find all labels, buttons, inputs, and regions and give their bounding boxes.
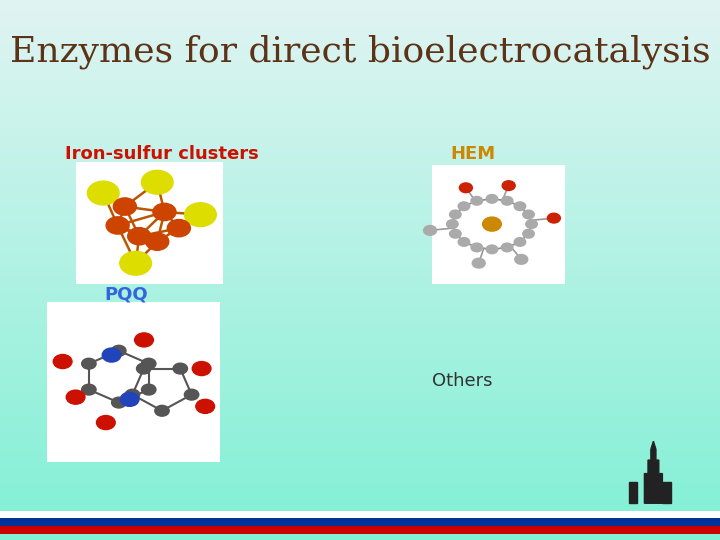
Circle shape xyxy=(449,210,461,219)
Circle shape xyxy=(102,348,121,362)
Text: HEM: HEM xyxy=(450,145,495,163)
Polygon shape xyxy=(629,482,637,503)
Circle shape xyxy=(145,233,168,250)
Circle shape xyxy=(173,363,187,374)
Circle shape xyxy=(486,245,498,254)
Polygon shape xyxy=(644,441,662,503)
Circle shape xyxy=(526,220,537,228)
Circle shape xyxy=(196,400,215,414)
Circle shape xyxy=(547,213,560,223)
Bar xyxy=(0,518,720,526)
Circle shape xyxy=(449,230,461,238)
Circle shape xyxy=(142,384,156,395)
Circle shape xyxy=(472,258,485,268)
Circle shape xyxy=(458,238,469,246)
Circle shape xyxy=(120,392,139,407)
Circle shape xyxy=(127,228,150,245)
Circle shape xyxy=(125,389,140,400)
Circle shape xyxy=(446,220,458,228)
Bar xyxy=(76,162,223,284)
Circle shape xyxy=(66,390,85,404)
Circle shape xyxy=(501,197,513,205)
Circle shape xyxy=(120,251,151,275)
Circle shape xyxy=(106,217,129,234)
Circle shape xyxy=(153,203,176,220)
Text: Others: Others xyxy=(432,372,492,390)
Circle shape xyxy=(514,202,526,211)
Circle shape xyxy=(184,389,199,400)
Circle shape xyxy=(523,210,534,219)
Polygon shape xyxy=(662,482,671,503)
Bar xyxy=(432,165,565,284)
Circle shape xyxy=(471,243,482,252)
Circle shape xyxy=(192,362,211,376)
Circle shape xyxy=(486,194,498,203)
Circle shape xyxy=(184,202,216,226)
Bar xyxy=(0,511,720,518)
Circle shape xyxy=(81,359,96,369)
Circle shape xyxy=(141,171,173,194)
Circle shape xyxy=(459,183,472,193)
Circle shape xyxy=(87,181,119,205)
Circle shape xyxy=(112,346,126,356)
Circle shape xyxy=(96,416,115,430)
Circle shape xyxy=(482,217,501,231)
Text: Enzymes for direct bioelectrocatalysis: Enzymes for direct bioelectrocatalysis xyxy=(9,34,711,69)
Circle shape xyxy=(515,254,528,264)
Text: Iron-sulfur clusters: Iron-sulfur clusters xyxy=(65,145,258,163)
Circle shape xyxy=(113,198,136,215)
Bar xyxy=(0,526,720,534)
Circle shape xyxy=(53,354,72,368)
Circle shape xyxy=(81,384,96,395)
Circle shape xyxy=(458,202,469,211)
Circle shape xyxy=(137,363,151,374)
Circle shape xyxy=(503,181,516,191)
Circle shape xyxy=(135,333,153,347)
Circle shape xyxy=(155,406,169,416)
Bar xyxy=(47,302,220,462)
Circle shape xyxy=(523,230,534,238)
Circle shape xyxy=(167,219,190,237)
Circle shape xyxy=(142,359,156,369)
Circle shape xyxy=(514,238,526,246)
Circle shape xyxy=(501,243,513,252)
Text: PQQ: PQQ xyxy=(104,285,148,303)
Circle shape xyxy=(112,397,126,408)
Circle shape xyxy=(423,226,436,235)
Circle shape xyxy=(471,197,482,205)
